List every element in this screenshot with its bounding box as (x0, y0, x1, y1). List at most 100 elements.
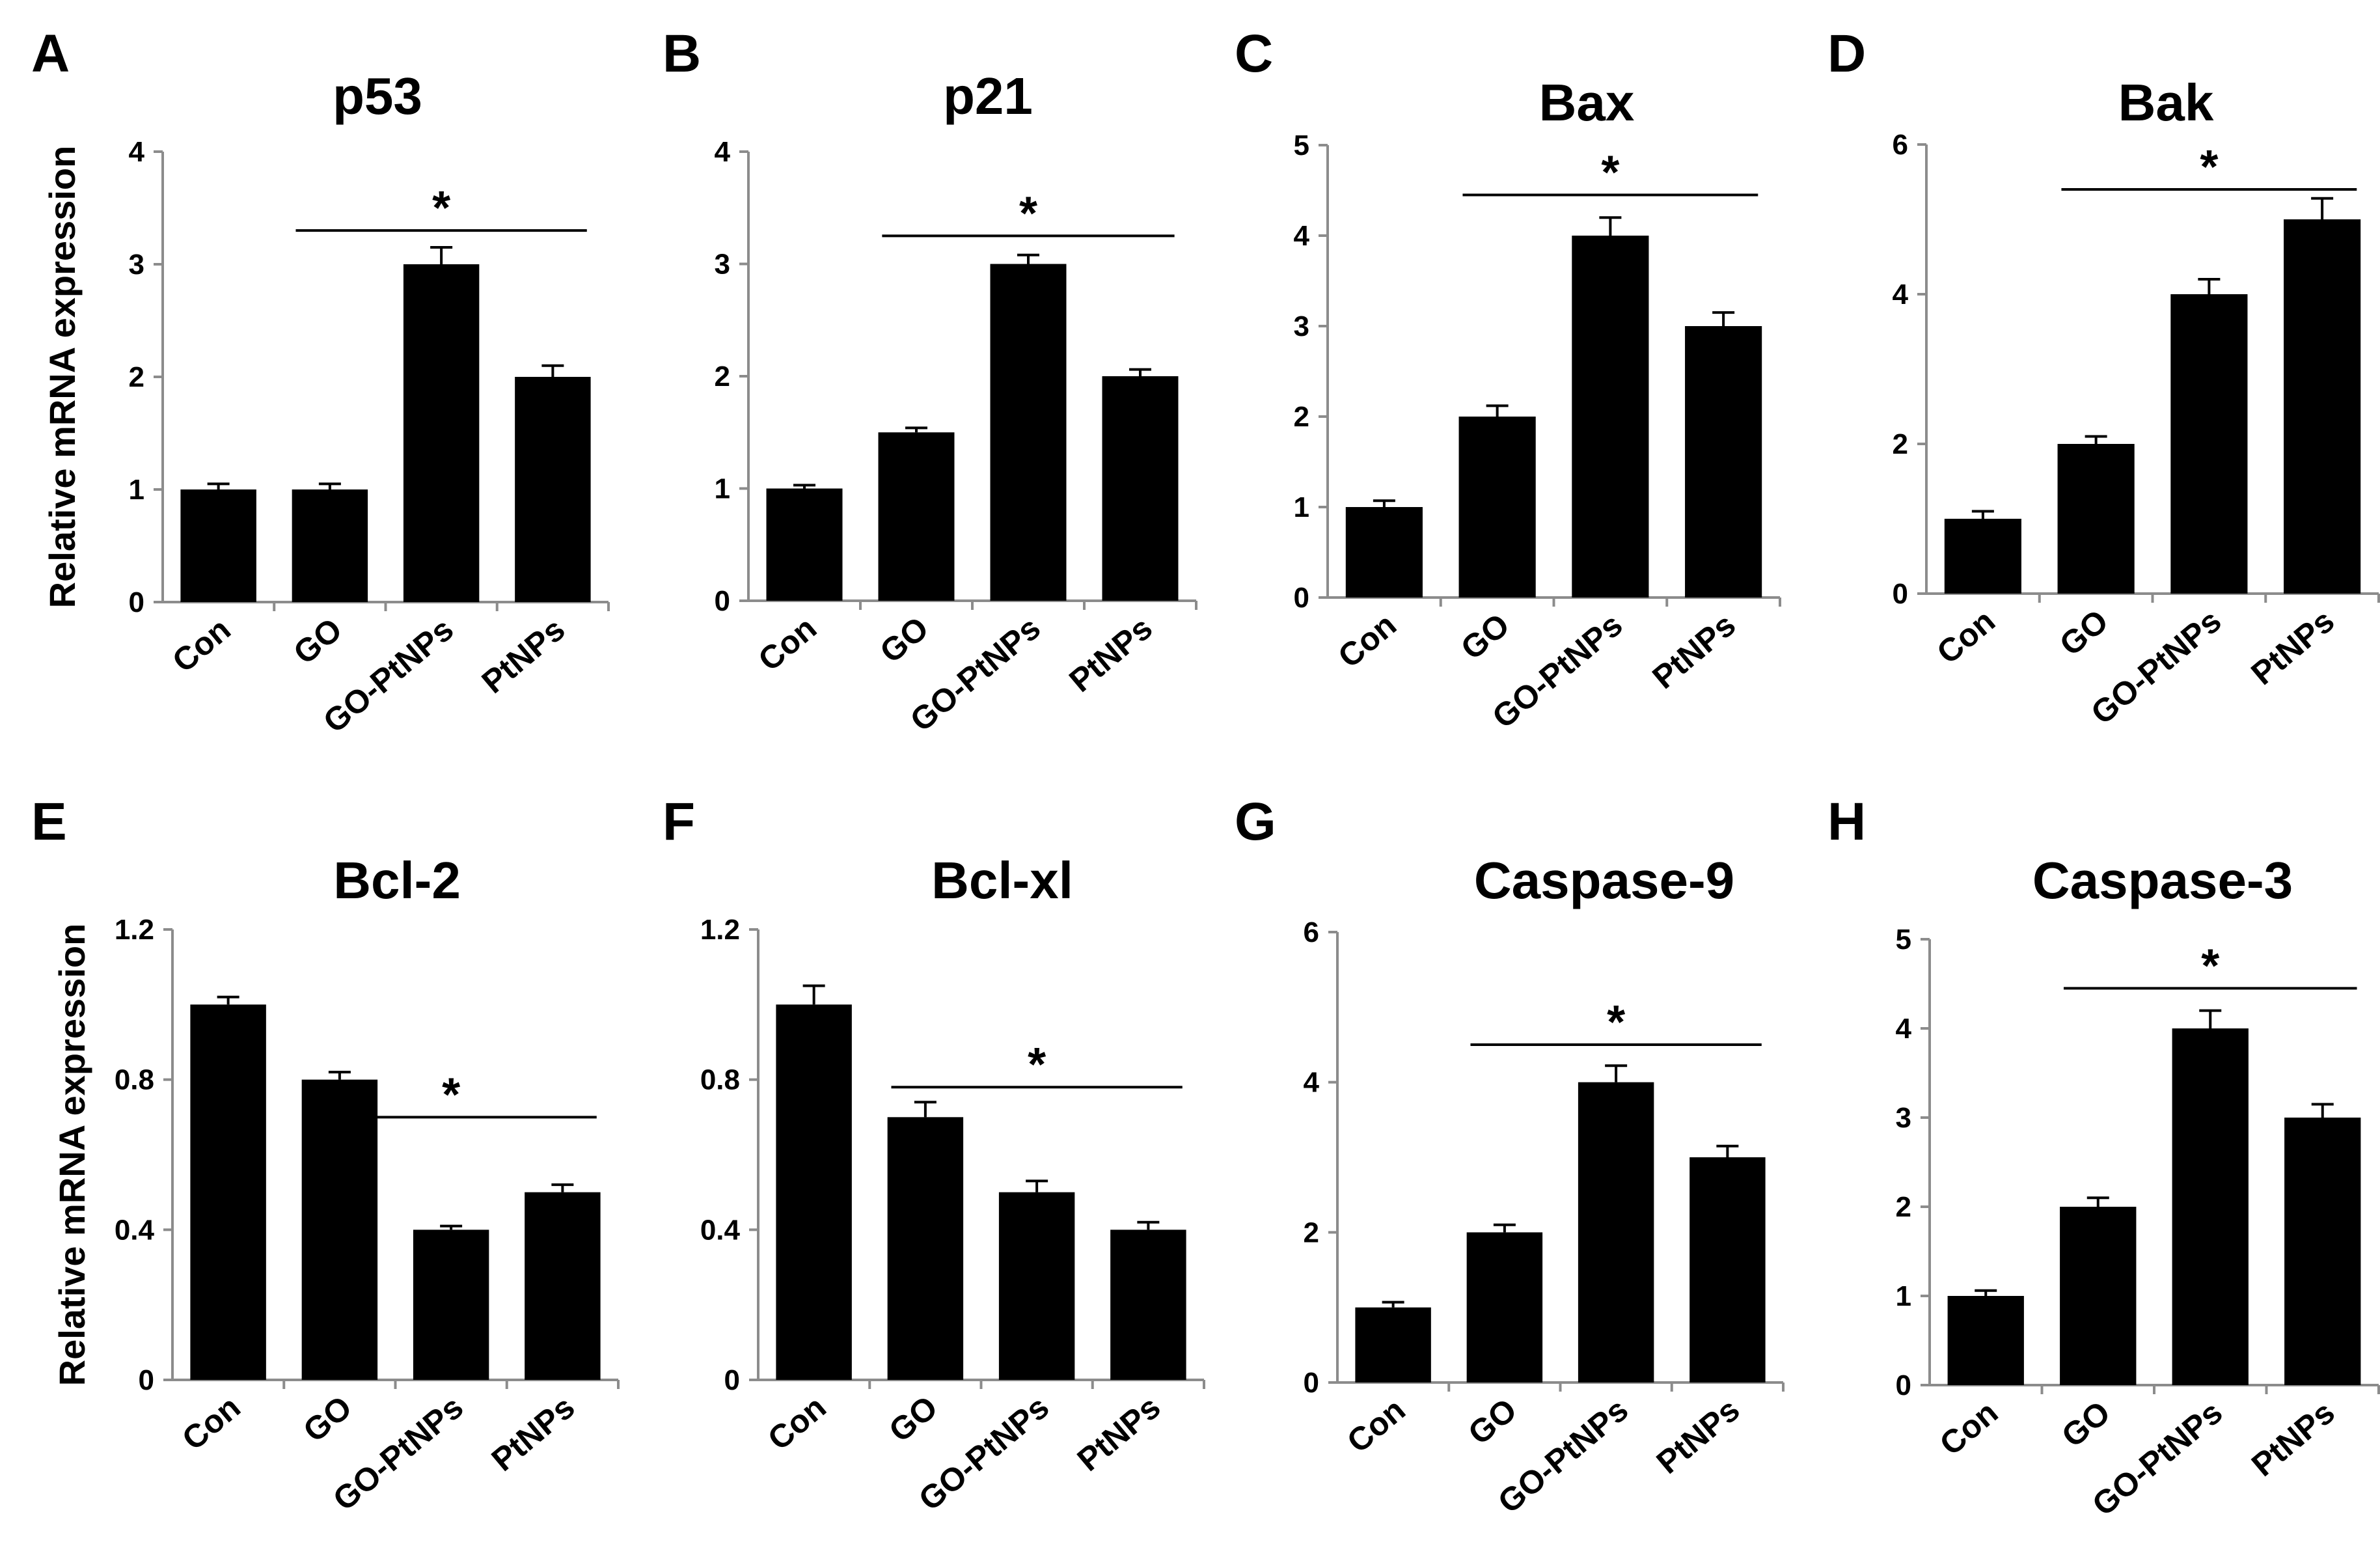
panel-h-letter: H (1827, 792, 1866, 851)
panel-f-y-tick-label: 0.4 (700, 1214, 741, 1246)
panel-f-category-label: Con (761, 1389, 832, 1457)
panel-h-y-tick-label: 2 (1896, 1191, 1911, 1223)
panel-d-bar (2284, 219, 2361, 594)
panel-b-significance-star: * (1019, 187, 1037, 240)
panel-a-y-axis-label: Relative mRNA expression (42, 146, 83, 609)
panel-e-bar (525, 1192, 601, 1380)
panel-d-category-label: Con (1930, 603, 2001, 671)
panel-f-category-label: GO (882, 1389, 944, 1450)
panel-c-significance-star: * (1601, 146, 1619, 199)
panel-e-bar (190, 1004, 266, 1380)
panel-h-bar (2284, 1118, 2361, 1385)
panel-f-bar (776, 1004, 852, 1380)
panel-h-bar (1947, 1296, 2024, 1385)
panel-h-significance-star: * (2201, 940, 2219, 992)
panel-f-y-tick-label: 1.2 (700, 914, 740, 946)
panel-h-category-label: Con (1933, 1394, 2004, 1463)
panel-g-category-label: GO (1461, 1392, 1524, 1452)
panel-d-category-label: GO (2053, 603, 2115, 663)
panel-c-y-tick-label: 5 (1294, 130, 1309, 161)
panel-h-y-tick-label: 1 (1896, 1280, 1911, 1312)
panel-c-y-tick-label: 2 (1294, 401, 1309, 433)
panel-g-y-tick-label: 2 (1304, 1217, 1319, 1248)
panel-f-y-tick-label: 0.8 (700, 1064, 740, 1096)
panel-c-letter: C (1235, 24, 1273, 83)
panel-h-bar (2060, 1207, 2137, 1385)
panel-g-bar (1466, 1232, 1543, 1382)
panel-g-significance-star: * (1607, 997, 1625, 1049)
panel-e-y-tick-label: 0 (139, 1364, 154, 1396)
panel-b-y-tick-label: 2 (715, 361, 730, 392)
panel-d-category-label: PtNPs (2244, 603, 2341, 693)
panel-a-letter: A (31, 24, 70, 83)
panel-a-y-tick-label: 2 (129, 361, 144, 393)
panel-h-category-label: GO (2055, 1394, 2117, 1455)
panel-b-bar (766, 488, 843, 601)
panel-h-y-tick-label: 5 (1896, 924, 1911, 956)
panel-g-bar (1355, 1307, 1431, 1382)
panel-a-y-tick-label: 3 (129, 249, 144, 281)
panel-f-title: Bcl-xl (931, 851, 1073, 909)
panel-f-significance-star: * (1028, 1039, 1046, 1091)
panel-b-bar (1102, 376, 1179, 601)
panel-a-category-label: Con (165, 611, 237, 680)
panel-h-y-tick-label: 4 (1896, 1013, 1912, 1045)
panel-h-y-tick-label: 3 (1896, 1102, 1911, 1134)
panel-e-category-label: GO (296, 1389, 359, 1450)
panel-d-y-tick-label: 4 (1893, 279, 1909, 310)
panel-g-category-label: PtNPs (1650, 1392, 1747, 1481)
panel-b-bar (990, 264, 1067, 601)
panel-b-bar (878, 432, 955, 601)
panel-g-letter: G (1235, 792, 1276, 851)
panel-b-title: p21 (943, 67, 1033, 125)
panel-a-y-tick-label: 1 (129, 474, 144, 506)
panel-b-letter: B (663, 24, 701, 83)
panel-g-bar (1578, 1082, 1654, 1382)
panel-b-category-label: PtNPs (1062, 610, 1159, 700)
panel-d-y-tick-label: 0 (1893, 578, 1908, 610)
panel-c-bar (1685, 326, 1762, 598)
panel-g-title: Caspase-9 (1474, 851, 1734, 909)
panel-e-y-tick-label: 1.2 (115, 914, 154, 946)
panel-d-y-tick-label: 6 (1893, 129, 1908, 161)
panel-b-y-tick-label: 3 (715, 249, 730, 281)
panel-f-bar (887, 1117, 964, 1380)
panel-b-y-tick-label: 0 (715, 585, 730, 617)
panel-f-bar (1110, 1230, 1186, 1380)
panel-d-letter: D (1827, 24, 1866, 83)
panel-a-category-label: GO (286, 611, 349, 672)
panel-d-y-tick-label: 2 (1893, 428, 1908, 460)
panel-g-y-tick-label: 6 (1304, 916, 1319, 948)
panel-c-bar (1345, 507, 1423, 598)
panel-c-y-tick-label: 3 (1294, 310, 1309, 342)
panel-a-significance-star: * (432, 182, 450, 234)
panel-h-title: Caspase-3 (2032, 851, 2293, 909)
panel-b-y-tick-label: 4 (715, 136, 731, 168)
panel-c-bar (1572, 236, 1649, 598)
panel-c-y-tick-label: 0 (1294, 582, 1309, 614)
panel-c-category-label: Con (1331, 607, 1402, 675)
panel-d-bar (2057, 444, 2135, 594)
panel-a-bar (403, 264, 480, 602)
panel-e-y-tick-label: 0.8 (115, 1064, 154, 1096)
panel-f-y-tick-label: 0 (724, 1364, 740, 1396)
panel-g-y-tick-label: 0 (1304, 1367, 1319, 1399)
panel-b-y-tick-label: 1 (715, 473, 730, 505)
panel-e-letter: E (31, 792, 67, 851)
panel-h-y-tick-label: 0 (1896, 1369, 1911, 1401)
panel-a-bar (180, 489, 256, 602)
panel-e-category-label: Con (175, 1389, 247, 1457)
panel-d-bar (2170, 294, 2248, 594)
panel-a-bar (292, 489, 368, 602)
panel-h-bar (2172, 1028, 2249, 1385)
panel-f-category-label: PtNPs (1071, 1389, 1168, 1479)
panel-c-title: Bax (1539, 74, 1635, 131)
panel-c-category-label: PtNPs (1645, 607, 1742, 696)
panel-a-title: p53 (333, 67, 422, 125)
panel-a-category-label: PtNPs (475, 611, 572, 701)
panel-e-bar (413, 1230, 489, 1380)
panel-f-bar (998, 1192, 1075, 1380)
panel-a-y-tick-label: 0 (129, 586, 144, 618)
panel-d-title: Bak (2118, 74, 2214, 131)
